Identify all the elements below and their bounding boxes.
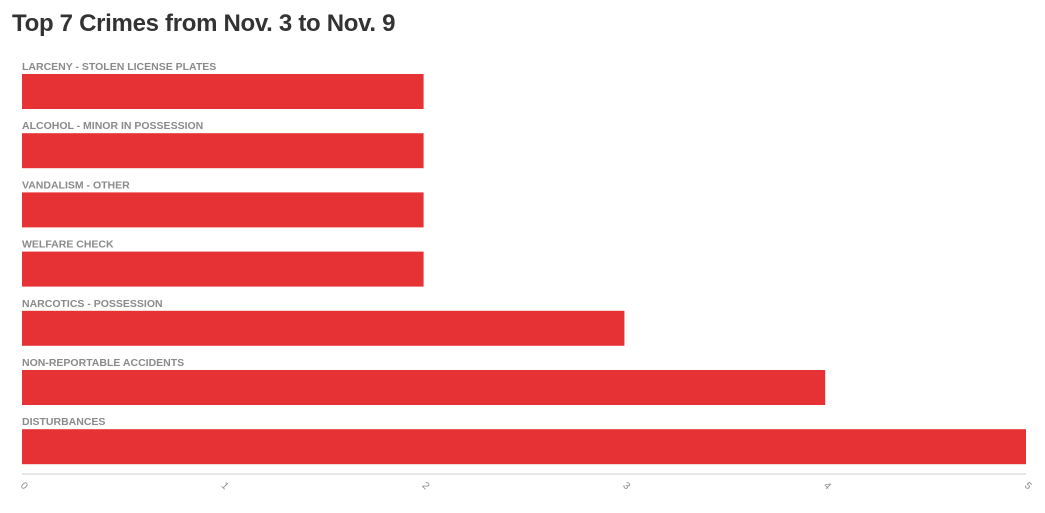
bar-label: VANDALISM - OTHER [22, 179, 130, 191]
x-tick-label: 5 [1022, 480, 1034, 492]
bar [22, 429, 1026, 465]
bar-label: WELFARE CHECK [22, 239, 114, 251]
bar-label: NARCOTICS - POSSESSION [22, 298, 163, 310]
bar [22, 74, 424, 109]
chart-title: Top 7 Crimes from Nov. 3 to Nov. 9 [12, 10, 396, 37]
bar-label: NON-REPORTABLE ACCIDENTS [22, 357, 184, 369]
x-tick-label: 0 [18, 480, 30, 492]
bar [22, 310, 625, 346]
bar [22, 192, 424, 228]
bar [22, 370, 826, 405]
x-tick-label: 2 [420, 480, 432, 492]
bar [22, 251, 424, 287]
x-axis: 0 1 2 3 4 5 [18, 473, 1034, 492]
bar-label: LARCENY - STOLEN LICENSE PLATES [22, 61, 216, 73]
bars-layer: LARCENY - STOLEN LICENSE PLATES ALCOHOL -… [22, 61, 1026, 465]
bar-label: ALCOHOL - MINOR IN POSSESSION [22, 120, 203, 132]
x-tick-label: 4 [821, 480, 833, 492]
x-tick-label: 3 [620, 480, 632, 492]
bar [22, 133, 424, 169]
bar-label: DISTURBANCES [22, 416, 105, 428]
x-tick-label: 1 [219, 480, 231, 492]
